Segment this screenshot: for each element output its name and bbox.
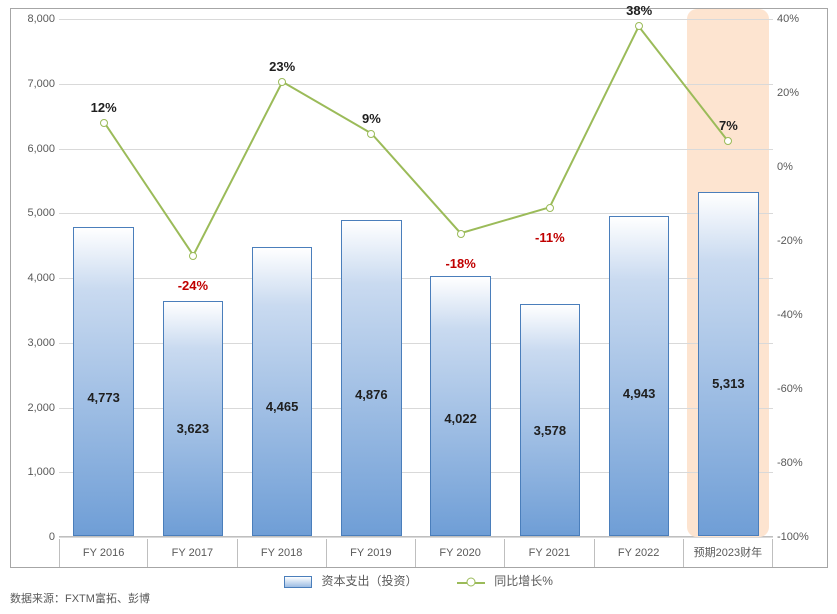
legend-label-bars: 资本支出（投资） [321,574,417,588]
x-category-label: FY 2018 [238,539,327,567]
bar-value-label: 4,022 [431,411,490,426]
line-marker [546,204,554,212]
line-marker [100,119,108,127]
line-marker [367,130,375,138]
y-left-tick-label: 1,000 [5,466,55,478]
y-right-tick-label: -20% [777,235,827,247]
bar-value-label: 4,465 [253,399,312,414]
gridline [59,149,773,150]
line-value-label: 12% [91,100,117,115]
gridline [59,19,773,20]
x-category-label: FY 2016 [59,539,148,567]
y-right-tick-label: 40% [777,13,827,25]
bar-value-label: 4,943 [610,386,669,401]
y-left-tick-label: 3,000 [5,337,55,349]
x-category-label: FY 2017 [148,539,237,567]
legend-item-bars: 资本支出（投资） [284,572,417,589]
legend-swatch-line [457,576,485,588]
y-right-tick-label: -40% [777,309,827,321]
bar: 4,465 [252,247,313,536]
y-right-tick-label: 0% [777,161,827,173]
legend-item-line: 同比增长% [457,572,553,589]
bar-value-label: 4,773 [74,390,133,405]
line-marker [635,22,643,30]
bar: 4,943 [609,216,670,536]
line-marker [457,230,465,238]
bar-value-label: 4,876 [342,387,401,402]
line-value-label: 7% [719,118,738,133]
bar: 3,623 [163,301,224,536]
legend-label-line: 同比增长% [494,574,553,588]
y-left-tick-label: 5,000 [5,207,55,219]
legend: 资本支出（投资） 同比增长% [0,572,837,589]
bar-value-label: 3,623 [164,421,223,436]
data-source: 数据来源：FXTM富拓、彭博 [10,590,150,606]
line-value-label: -11% [535,230,565,245]
bar-value-label: 3,578 [521,423,580,438]
line-value-label: 23% [269,59,295,74]
bar: 4,876 [341,220,402,536]
line-marker [724,137,732,145]
y-left-tick-label: 2,000 [5,402,55,414]
line-marker [278,78,286,86]
y-left-tick-label: 7,000 [5,78,55,90]
y-right-tick-label: -60% [777,383,827,395]
y-left-tick-label: 8,000 [5,13,55,25]
chart-frame: 4,773 3,623 4,465 4,876 4,022 3,578 4,943 5,313… [10,8,828,568]
y-left-tick-label: 4,000 [5,272,55,284]
line-value-label: 9% [362,111,381,126]
y-left-tick-label: 0 [5,531,55,543]
legend-swatch-bar [284,576,312,588]
bar-value-label: 5,313 [699,376,758,391]
x-category-label: FY 2019 [327,539,416,567]
gridline [59,537,773,538]
line-value-label: -18% [445,256,475,271]
y-right-tick-label: -80% [777,457,827,469]
line-value-label: -24% [178,278,208,293]
gridline [59,213,773,214]
line-marker [189,252,197,260]
x-category-label: FY 2020 [416,539,505,567]
plot-area: 4,773 3,623 4,465 4,876 4,022 3,578 4,943 5,313… [59,19,773,537]
x-category-label: FY 2021 [505,539,594,567]
line-value-label: 38% [626,3,652,18]
y-left-tick-label: 6,000 [5,143,55,155]
x-category-label: FY 2022 [595,539,684,567]
gridline [59,84,773,85]
y-right-tick-label: 20% [777,87,827,99]
bar: 4,773 [73,227,134,536]
bar: 4,022 [430,276,491,536]
y-right-tick-label: -100% [777,531,827,543]
bar: 5,313 [698,192,759,536]
bar: 3,578 [520,304,581,536]
x-category-label: 预期2023财年 [684,539,773,567]
